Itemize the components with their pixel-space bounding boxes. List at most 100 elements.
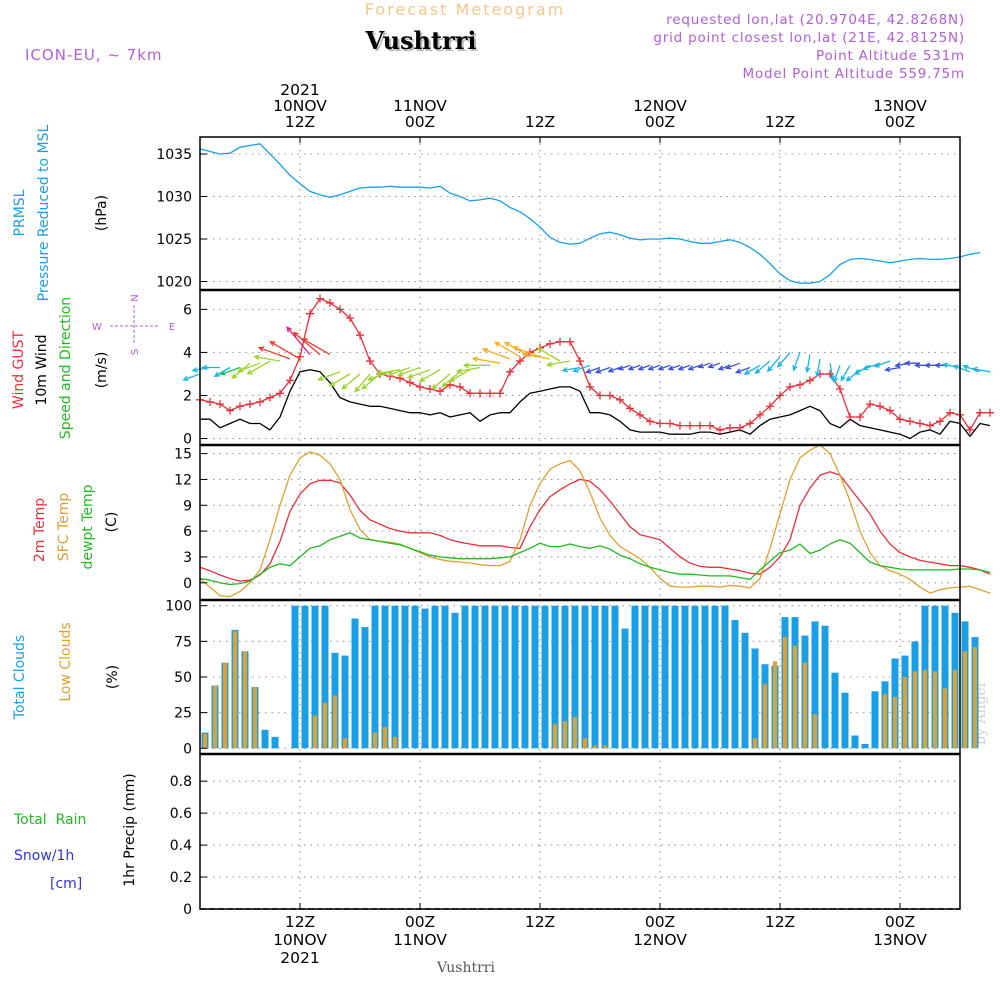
top-time-label: 12Z <box>525 113 555 131</box>
wind-gust-point <box>776 391 784 400</box>
wind-gust-point <box>986 408 994 417</box>
wind-gust-point <box>486 389 494 398</box>
total-cloud-bar <box>811 621 819 749</box>
wind-gust-point <box>636 410 644 419</box>
total-cloud-bar <box>641 605 649 749</box>
total-cloud-bar <box>401 605 409 749</box>
wind-gust-point <box>516 357 524 366</box>
wind-gust-point <box>736 423 744 432</box>
wind-direction-arrow <box>971 366 991 373</box>
bottom-time-label: 00Z <box>645 913 675 931</box>
top-time-label: 00Z <box>645 113 675 131</box>
wind-gust-point <box>926 421 934 430</box>
wind-direction-arrow <box>647 364 661 371</box>
top-time-label: 2021 <box>280 81 319 99</box>
wind-direction-arrow <box>191 366 211 373</box>
total-cloud-bar <box>841 692 849 749</box>
temp-label-2m: 2m Temp <box>32 498 48 562</box>
total-cloud-bar <box>441 605 449 749</box>
wind-gust-point <box>466 389 474 398</box>
total-cloud-bar <box>451 612 459 749</box>
wind-direction-arrow <box>316 371 341 381</box>
wind-direction-arrow <box>201 364 220 371</box>
wind-gust-point <box>606 391 614 400</box>
wind-gust-point <box>946 408 954 417</box>
low-cloud-bar <box>803 662 807 749</box>
y-tick-label: 3 <box>183 550 192 566</box>
low-cloud-bar <box>383 726 387 749</box>
wind-gust-point <box>356 331 364 340</box>
wind-gust-line <box>199 297 990 431</box>
total-cloud-bar <box>611 605 619 749</box>
chart-title: Forecast Meteogram <box>365 0 565 19</box>
temp-labels: 2m Temp SFC Temp dewpt Temp (C) <box>32 484 120 569</box>
bottom-time-label: 12Z <box>765 913 795 931</box>
wind-gust-point <box>906 417 914 426</box>
total-cloud-bar <box>301 605 309 749</box>
low-cloud-bar <box>373 732 377 749</box>
model-altitude: Model Point Altitude 559.75m <box>743 66 965 82</box>
top-time-label: 12Z <box>765 113 795 131</box>
y-tick-label: 6 <box>183 302 192 318</box>
wind-gust-point <box>726 423 734 432</box>
low-cloud-bar <box>883 694 887 749</box>
total-cloud-bar <box>481 605 489 749</box>
y-tick-label: 4 <box>183 345 192 361</box>
bottom-time-label: 12Z <box>285 913 315 931</box>
wind-direction-arrow <box>354 373 371 393</box>
low-cloud-bar <box>243 651 247 749</box>
wind-gust-point <box>596 391 604 400</box>
wind-direction-arrow <box>471 356 501 364</box>
low-cloud-bar <box>213 685 217 749</box>
y-tick-label: 2 <box>183 388 192 404</box>
low-cloud-bar <box>943 688 947 749</box>
wind-direction-arrow <box>804 354 811 374</box>
compass-w: W <box>92 322 102 333</box>
y-tick-label: 1025 <box>156 232 192 248</box>
wind-direction-arrow <box>511 345 541 358</box>
bottom-time-label: 10NOV <box>273 931 327 949</box>
wind-gust-point <box>666 419 674 428</box>
wind-direction-arrow <box>219 366 241 376</box>
wind-gust-point <box>586 382 594 391</box>
wind-direction-arrow <box>884 366 901 373</box>
wind-gust-point <box>836 385 844 394</box>
top-time-label: 00Z <box>405 113 435 131</box>
wind-gust-point <box>656 419 664 428</box>
pressure-line <box>199 143 981 284</box>
top-time-label: 12NOV <box>633 97 687 115</box>
pressure-label-desc: Pressure Reduced to MSL <box>36 124 52 301</box>
wind-direction-arrow <box>607 366 621 373</box>
wind-direction-arrow <box>213 366 231 377</box>
wind-gust-point <box>646 417 654 426</box>
y-tick-label: 0.2 <box>170 870 192 886</box>
wind-direction-arrow <box>341 373 361 390</box>
bottom-time-label: 13NOV <box>873 931 927 949</box>
total-cloud-bar <box>871 691 879 749</box>
low-cloud-bar <box>583 738 587 749</box>
wind-direction-arrow <box>286 326 311 356</box>
total-cloud-bar <box>861 744 869 749</box>
y-tick-label: 0 <box>183 576 192 592</box>
total-cloud-bar <box>411 605 419 749</box>
wind-label-10m: 10m Wind <box>34 334 50 405</box>
total-cloud-bar <box>661 605 669 749</box>
total-cloud-bar <box>851 735 859 749</box>
total-cloud-bar <box>501 605 509 749</box>
low-cloud-bar <box>553 724 557 749</box>
low-cloud-bar <box>953 669 957 749</box>
top-time-label: 00Z <box>885 113 915 131</box>
data-layer <box>182 143 994 910</box>
wind-gust-point <box>886 406 894 415</box>
wind-gust-point <box>236 402 244 411</box>
total-cloud-bar <box>651 605 659 749</box>
wind-direction-arrow <box>814 358 821 378</box>
total-cloud-bar <box>361 627 369 749</box>
wind-gust-point <box>916 419 924 428</box>
wind-gust-point <box>556 337 564 346</box>
wind-label-speed-dir: Speed and Direction <box>58 297 74 439</box>
requested-coords: requested lon,lat (20.9704E, 42.8268N) <box>666 12 965 28</box>
y-tick-label: 12 <box>174 472 192 488</box>
point-altitude: Point Altitude 531m <box>816 48 965 64</box>
